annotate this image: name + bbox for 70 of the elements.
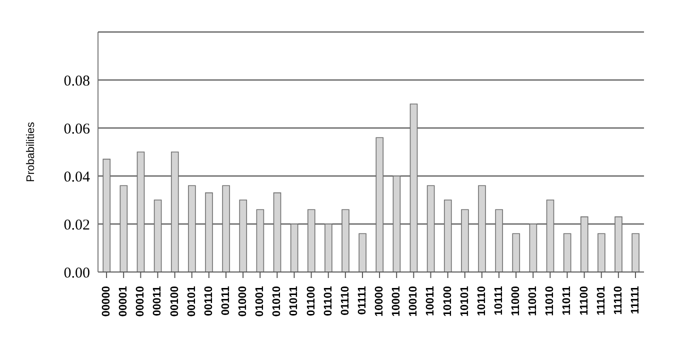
bar [614,216,622,272]
x-tick-label: 11010 [544,286,556,316]
y-tick-label: 0.06 [64,121,90,138]
x-tick-label: 00111 [220,286,232,316]
bar [205,192,213,272]
bar [376,137,384,272]
x-tick-label: 00010 [134,286,147,317]
bar [478,185,486,272]
bar [136,152,145,272]
x-tick-label: 01010 [271,286,284,317]
x-tick-label: 11110 [612,286,624,315]
x-tick-label: 10110 [476,286,488,316]
bar [410,104,418,272]
x-tick-label: 10011 [424,286,437,316]
x-tick-label: 10101 [458,286,471,317]
x-tick-label: 10111 [492,286,505,316]
x-tick-label: 11111 [629,286,642,314]
bar [222,185,230,272]
bar [102,158,111,272]
bar [342,209,350,272]
x-tick-label: 11011 [561,286,574,316]
x-tick-label: 00011 [152,286,164,316]
x-tick-label: 00000 [100,286,113,317]
bar [392,176,401,272]
bar [170,152,179,272]
y-tick-label: 0.00 [64,265,90,282]
x-tick-label: 00001 [118,286,130,317]
x-tick-label: 00101 [186,286,198,317]
y-tick-label: 0.02 [64,217,90,234]
bar [632,233,640,272]
x-tick-label: 01111 [356,286,368,315]
bar [239,200,248,272]
x-tick-label: 11100 [578,286,590,316]
y-tick-label: 0.04 [64,169,90,186]
x-tick-label: 01110 [339,286,352,316]
bar [546,200,554,272]
x-tick-label: 00110 [202,286,215,316]
y-tick-label: 0.08 [64,73,90,90]
x-tick-label: 11000 [510,286,522,316]
bar [529,224,538,272]
x-tick-label: 10100 [442,286,454,317]
x-tick-label: 00100 [168,286,181,317]
x-tick-label: 11101 [595,286,608,316]
bar [256,209,264,272]
bar [154,200,162,272]
bar [324,224,332,272]
x-tick-label: 01011 [288,286,300,316]
bar [426,185,435,272]
bar [563,233,572,272]
bar [307,209,316,272]
bar [495,209,503,272]
x-tick-label: 01101 [322,286,334,316]
bar [598,233,606,272]
bar [358,233,366,272]
bar [580,216,588,272]
bar [188,185,196,272]
x-tick-label: 01100 [305,286,318,316]
bar [444,200,452,272]
x-tick-label: 11001 [527,286,540,316]
bar [512,233,520,272]
bar [273,192,282,272]
bar [120,185,128,272]
x-tick-label: 10001 [390,286,403,317]
x-tick-label: 10010 [408,286,420,317]
x-tick-label: 10000 [374,286,386,317]
bar [290,224,298,272]
x-tick-label: 01000 [237,286,250,317]
x-tick-label: 01001 [254,286,266,317]
y-axis-title: Probabilities [24,122,37,182]
bar [461,209,469,272]
